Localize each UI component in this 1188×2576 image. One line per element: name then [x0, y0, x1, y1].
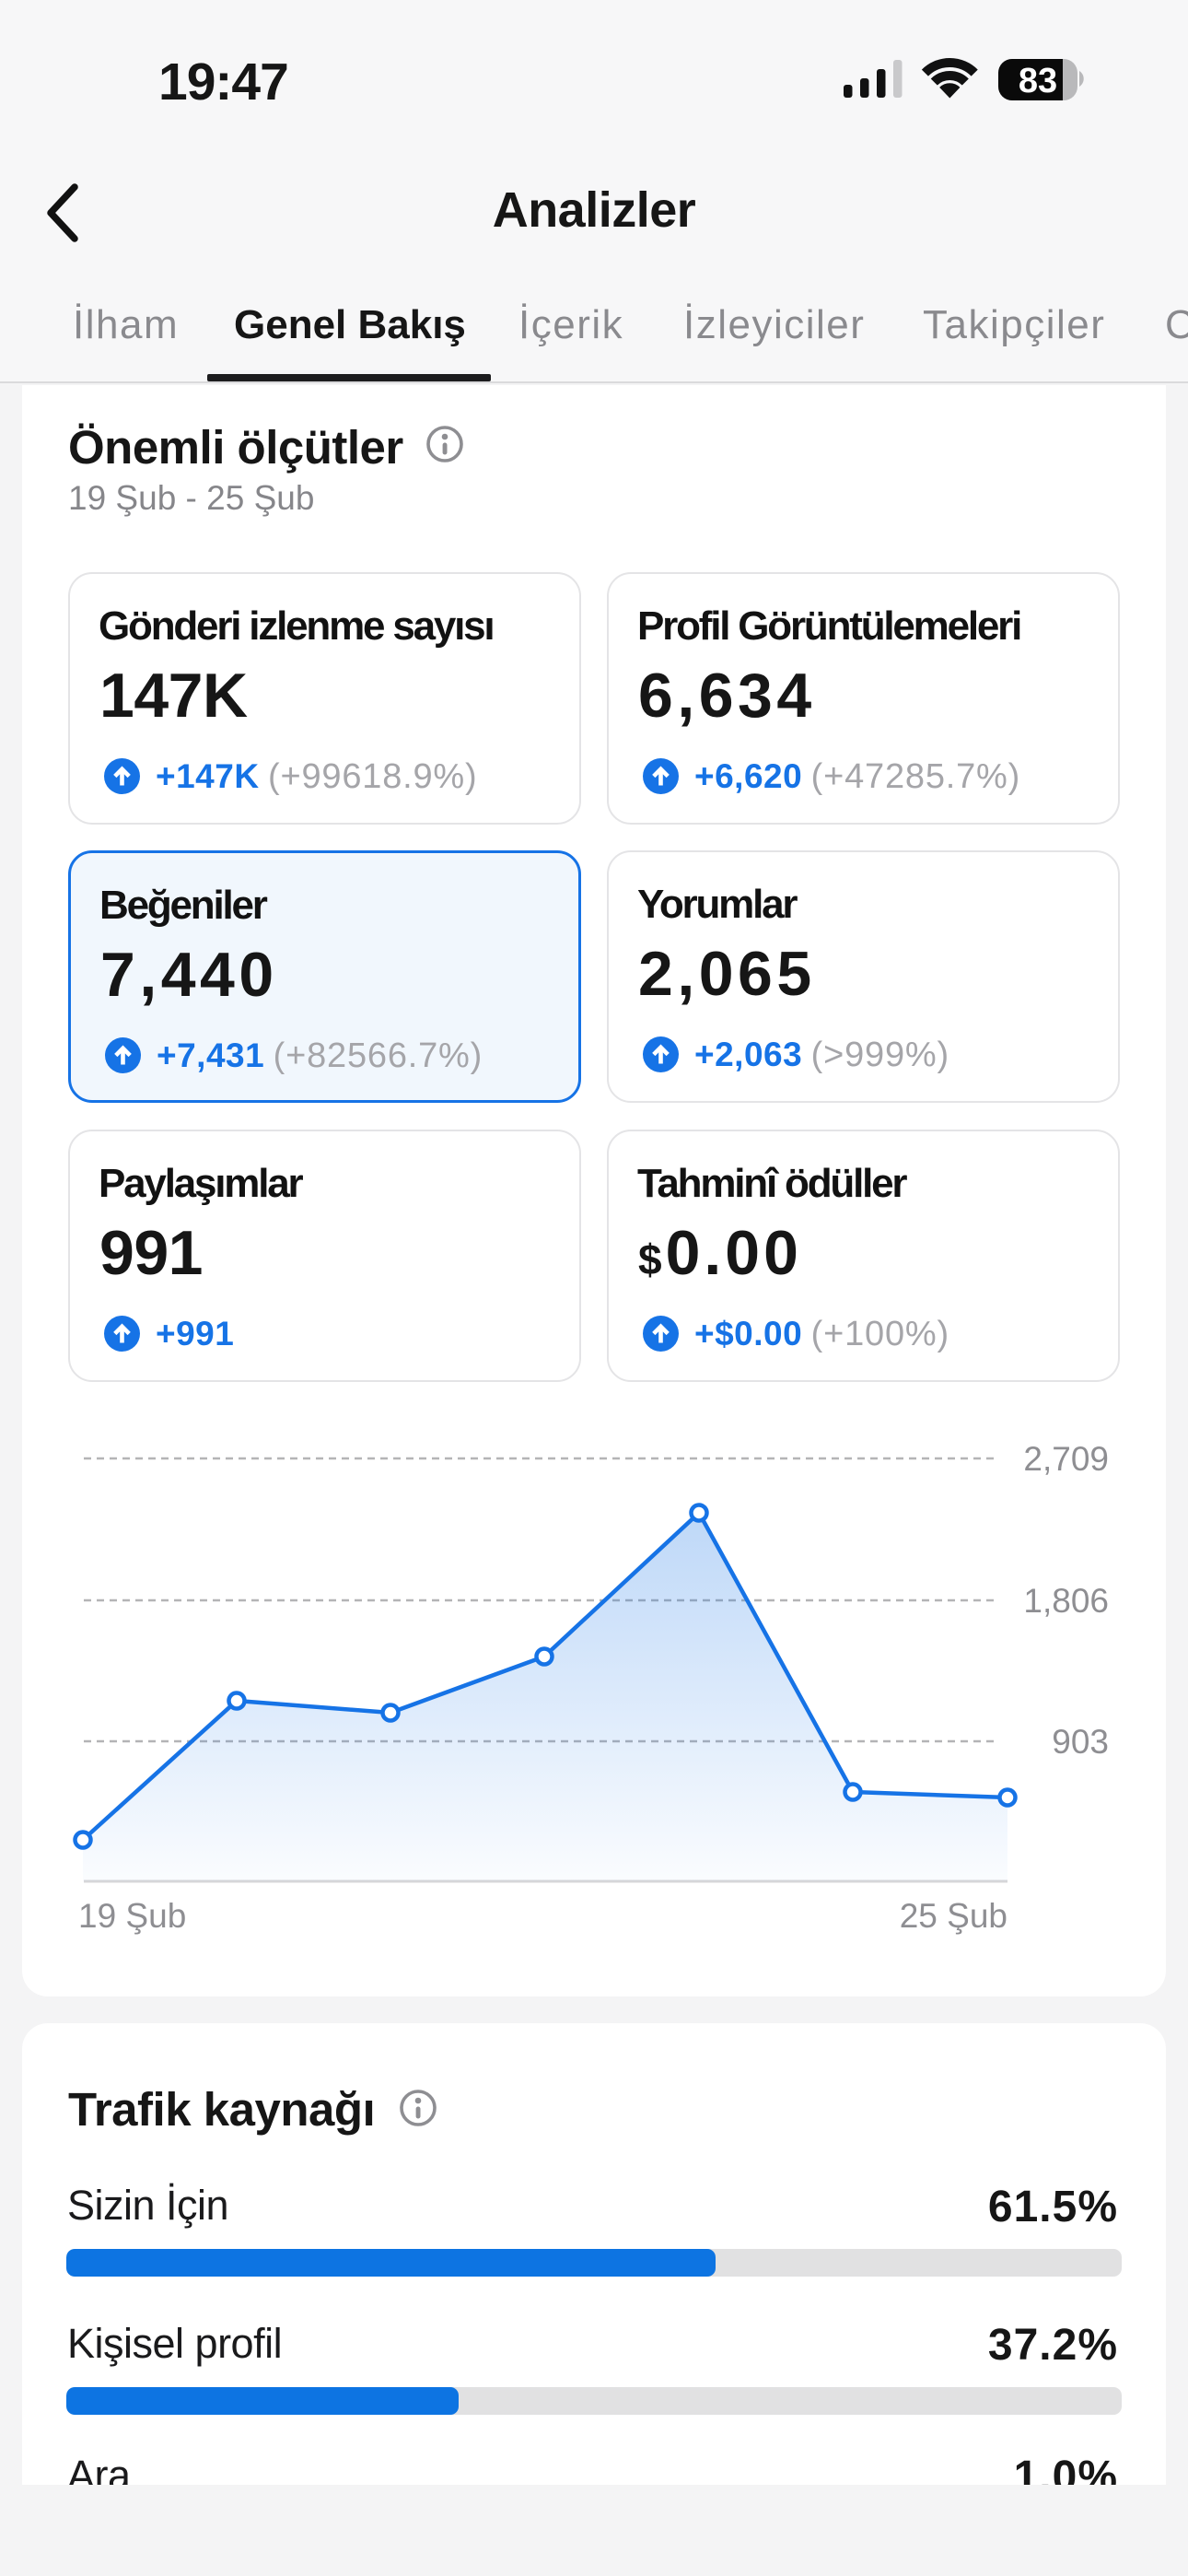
svg-text:903: 903 [1052, 1723, 1109, 1761]
svg-text:83: 83 [1019, 62, 1057, 100]
svg-text:1,806: 1,806 [1023, 1582, 1109, 1620]
svg-text:25 Şub: 25 Şub [900, 1897, 1007, 1935]
svg-text:19 Şub: 19 Şub [78, 1897, 186, 1935]
svg-text:2,709: 2,709 [1023, 1440, 1109, 1478]
